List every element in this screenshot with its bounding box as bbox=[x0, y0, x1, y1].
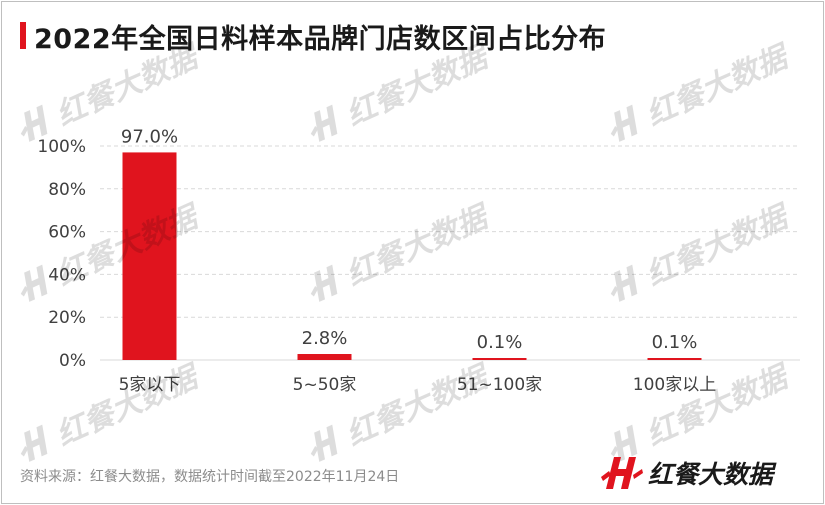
bar bbox=[297, 354, 352, 360]
data-label: 0.1% bbox=[477, 332, 523, 353]
y-tick-label: 20% bbox=[48, 308, 86, 328]
y-tick-label: 60% bbox=[48, 223, 86, 243]
source-note: 资料来源：红餐大数据，数据统计时间截至2022年11月24日 bbox=[20, 469, 400, 485]
bar bbox=[122, 152, 177, 360]
hongcan-h-logo-icon bbox=[601, 457, 643, 489]
x-tick-label: 5家以下 bbox=[119, 375, 181, 395]
data-label: 2.8% bbox=[302, 328, 348, 349]
data-label: 0.1% bbox=[652, 332, 698, 353]
x-tick-label: 100家以上 bbox=[633, 375, 716, 395]
brand-name: 红餐大数据 bbox=[648, 460, 774, 489]
bar bbox=[647, 358, 702, 360]
x-tick-label: 5~50家 bbox=[293, 375, 357, 395]
bar bbox=[472, 358, 527, 360]
chart-title: 2022年全国日料样本品牌门店数区间占比分布 bbox=[34, 24, 607, 55]
data-label: 97.0% bbox=[121, 126, 178, 147]
x-tick-label: 51~100家 bbox=[457, 375, 542, 395]
title-accent-bar bbox=[20, 22, 26, 49]
y-tick-label: 80% bbox=[48, 180, 86, 200]
y-tick-label: 0% bbox=[59, 351, 86, 371]
y-tick-label: 100% bbox=[37, 137, 86, 157]
brand-logo: 红餐大数据 bbox=[600, 451, 773, 495]
y-tick-label: 40% bbox=[48, 265, 86, 285]
